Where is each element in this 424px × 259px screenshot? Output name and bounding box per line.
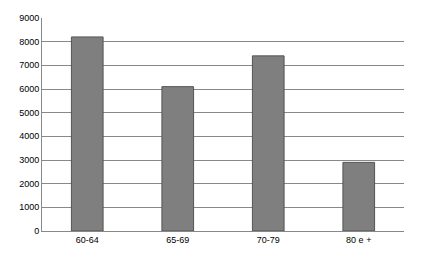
svg-text:0: 0 xyxy=(34,226,39,236)
svg-text:8000: 8000 xyxy=(19,37,39,47)
svg-text:80 e +: 80 e + xyxy=(346,235,371,245)
svg-text:60-64: 60-64 xyxy=(76,235,99,245)
svg-text:70-79: 70-79 xyxy=(257,235,280,245)
svg-text:65-69: 65-69 xyxy=(166,235,189,245)
svg-text:4000: 4000 xyxy=(19,131,39,141)
svg-text:9000: 9000 xyxy=(19,13,39,23)
svg-text:3000: 3000 xyxy=(19,155,39,165)
svg-text:6000: 6000 xyxy=(19,84,39,94)
svg-text:5000: 5000 xyxy=(19,108,39,118)
svg-text:7000: 7000 xyxy=(19,60,39,70)
svg-text:1000: 1000 xyxy=(19,202,39,212)
svg-text:2000: 2000 xyxy=(19,179,39,189)
